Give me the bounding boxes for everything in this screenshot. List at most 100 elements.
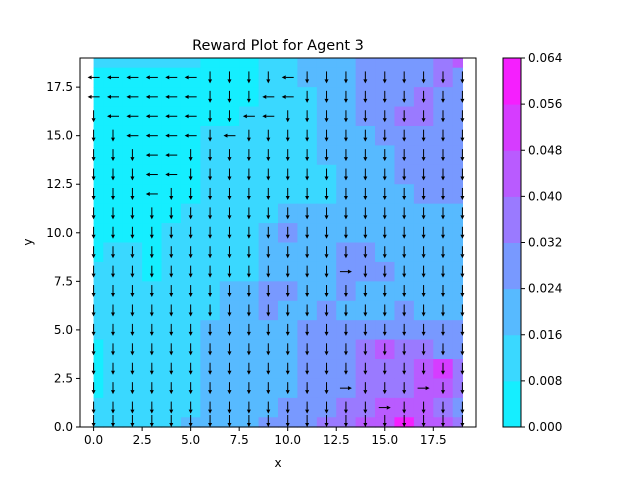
quiver-arrow	[382, 168, 387, 181]
quiver-arrow	[343, 110, 348, 123]
quiver-arrow	[402, 304, 407, 317]
quiver-arrow	[111, 187, 115, 200]
quiver-arrow	[184, 114, 197, 119]
heat-cell	[93, 164, 104, 185]
quiver-arrow	[227, 343, 232, 356]
quiver-arrow	[227, 226, 232, 239]
quiver-arrow	[382, 415, 387, 427]
quiver-arrow	[227, 246, 232, 259]
quiver-arrow	[339, 386, 352, 391]
quiver-arrow	[208, 110, 213, 123]
quiver-arrow	[305, 285, 310, 298]
quiver-arrow	[169, 415, 174, 427]
quiver-arrow	[305, 401, 310, 414]
heat-cell	[452, 164, 464, 185]
quiver-arrow	[324, 304, 329, 317]
quiver-arrow	[460, 187, 465, 200]
quiver-arrow	[111, 265, 115, 278]
heat-cell	[413, 58, 434, 69]
heat-cell	[433, 58, 454, 69]
quiver-arrow	[285, 323, 290, 336]
quiver-arrow	[266, 304, 271, 317]
heat-cell	[142, 58, 163, 69]
heat-cell	[93, 417, 104, 428]
quiver-arrow	[184, 75, 197, 80]
heat-cell	[93, 58, 104, 69]
quiver-arrow	[107, 114, 119, 119]
quiver-arrow	[188, 343, 193, 356]
heat-cell	[452, 378, 464, 399]
quiver-arrow	[324, 149, 329, 162]
quiver-arrow	[343, 207, 348, 220]
quiver-arrow	[285, 207, 290, 220]
quiver-arrow	[421, 187, 426, 200]
heat-cell	[93, 125, 104, 146]
quiver-arrow	[111, 362, 115, 375]
quiver-arrow	[460, 401, 465, 414]
quiver-arrow	[227, 90, 232, 103]
quiver-arrow	[421, 246, 426, 259]
quiver-arrow	[130, 362, 135, 375]
quiver-arrow	[266, 226, 271, 239]
quiver-arrow	[91, 415, 96, 427]
quiver-arrow	[343, 149, 348, 162]
quiver-arrow	[305, 362, 310, 375]
quiver-arrow	[382, 323, 387, 336]
quiver-arrow	[363, 110, 368, 123]
quiver-arrow	[324, 401, 329, 414]
heat-cell	[219, 58, 240, 69]
quiver-arrow	[343, 246, 348, 259]
quiver-arrow	[363, 187, 368, 200]
quiver-arrow	[402, 265, 407, 278]
quiver-arrow	[246, 401, 251, 414]
quiver-arrow	[441, 168, 445, 181]
heat-cell	[316, 58, 337, 69]
x-tick-label: 15.0	[371, 433, 398, 447]
heat-cell	[336, 58, 357, 69]
chart-title: Reward Plot for Agent 3	[192, 38, 364, 54]
quiver-arrow	[91, 304, 96, 317]
heat-cell	[452, 339, 464, 360]
quiver-arrow	[227, 110, 232, 123]
quiver-arrow	[305, 415, 310, 427]
quiver-arrow	[343, 323, 348, 336]
quiver-arrow	[145, 114, 158, 119]
quiver-arrow	[363, 382, 368, 395]
quiver-arrow	[165, 172, 178, 177]
quiver-arrow	[285, 285, 290, 298]
quiver-arrow	[402, 149, 407, 162]
quiver-arrow	[91, 343, 96, 356]
quiver-arrow	[111, 382, 115, 395]
quiver-arrow	[130, 285, 135, 298]
heat-cell	[180, 58, 201, 69]
quiver-arrow	[188, 304, 193, 317]
quiver-arrow	[382, 304, 387, 317]
quiver-arrow	[324, 343, 329, 356]
quiver-arrow	[208, 401, 213, 414]
quiver-arrow	[149, 304, 154, 317]
quiver-arrow	[402, 246, 407, 259]
y-tick-label: 10.0	[46, 226, 73, 240]
quiver-arrow	[246, 265, 251, 278]
quiver-arrow	[242, 114, 255, 119]
quiver-arrow	[305, 304, 310, 317]
heat-cell	[93, 397, 104, 418]
quiver-arrow	[421, 362, 426, 375]
y-tick-label: 0.0	[54, 420, 73, 434]
heat-cell	[452, 300, 464, 321]
heat-cell	[452, 320, 464, 341]
heat-cell	[93, 339, 104, 360]
quiver-arrow	[130, 401, 135, 414]
quiver-arrow	[130, 187, 135, 200]
quiver-arrow	[460, 382, 465, 395]
quiver-arrow	[227, 168, 232, 181]
quiver-arrow	[441, 304, 445, 317]
quiver-arrow	[305, 343, 310, 356]
quiver-arrow	[441, 226, 445, 239]
quiver-arrow	[441, 110, 445, 123]
quiver-arrow	[343, 168, 348, 181]
x-axis-ticks: 0.0 2.5 5.0 7.5 10.0 12.5 15.0 17.5	[84, 427, 447, 447]
quiver-arrow	[208, 226, 213, 239]
quiver-arrow	[363, 168, 368, 181]
heat-cell	[452, 67, 464, 88]
